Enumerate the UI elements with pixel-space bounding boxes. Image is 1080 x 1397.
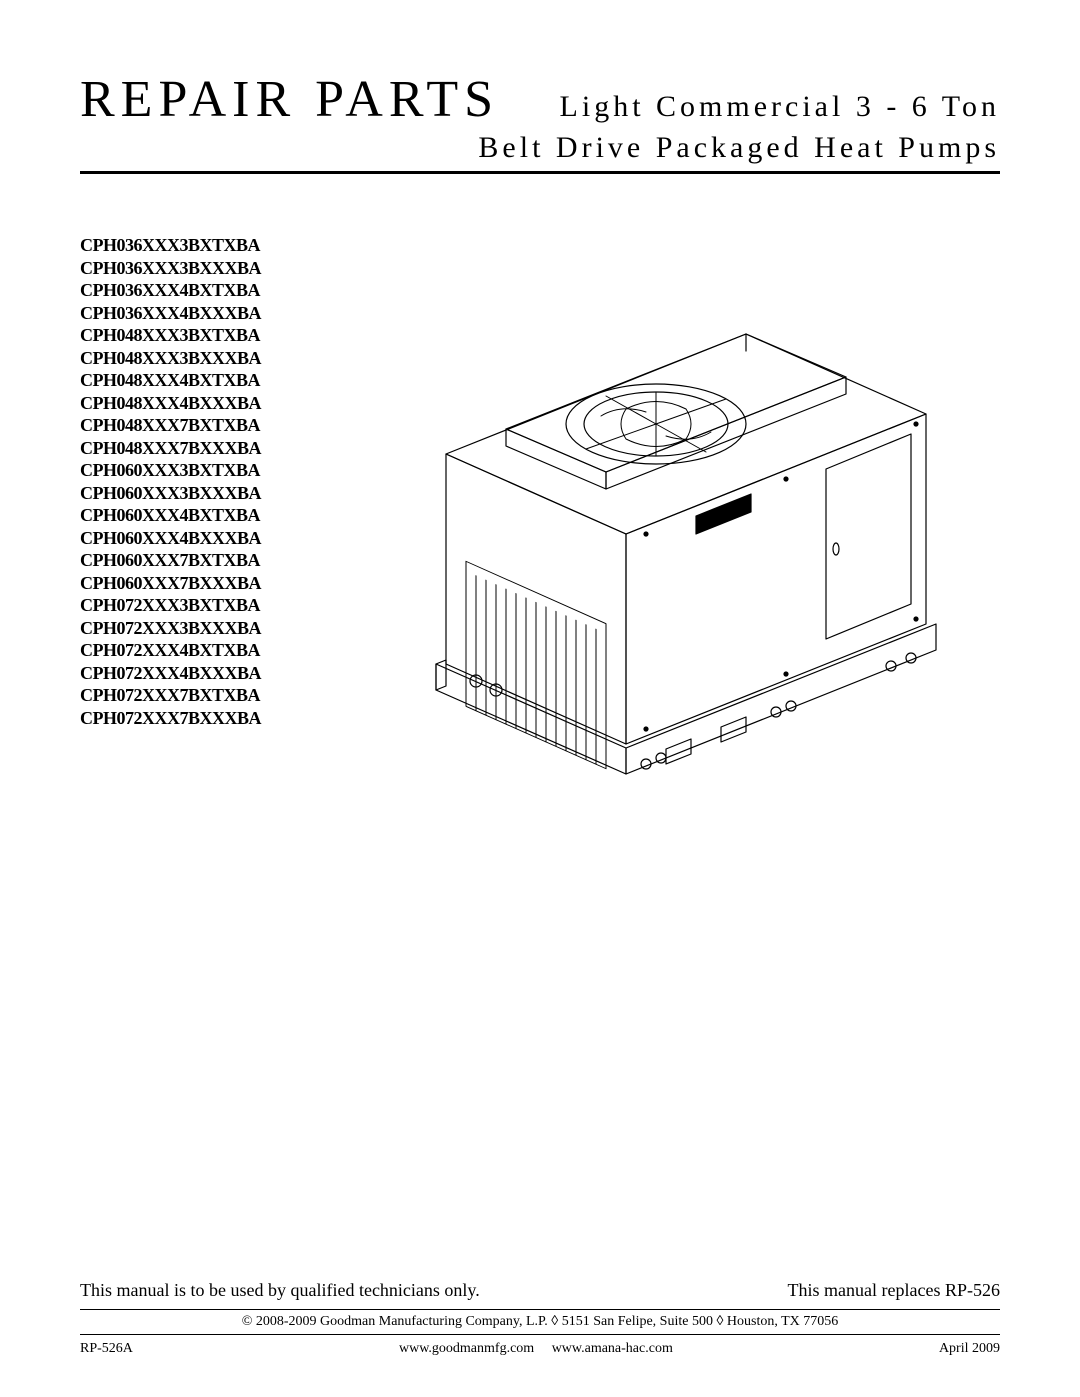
footer-urls: www.goodmanmfg.com www.amana-hac.com	[133, 1341, 939, 1357]
model-item: CPH060XXX7BXXXBA	[80, 572, 261, 595]
model-item: CPH048XXX4BXTXBA	[80, 369, 261, 392]
model-item: CPH060XXX4BXTXBA	[80, 504, 261, 527]
model-item: CPH072XXX4BXXXBA	[80, 662, 261, 685]
heat-pump-svg	[326, 274, 966, 834]
header-block: REPAIR PARTS Light Commercial 3 - 6 Ton …	[80, 70, 1000, 174]
footer-url1: www.goodmanmfg.com	[399, 1341, 534, 1356]
unit-illustration	[291, 234, 1000, 834]
model-item: CPH060XXX3BXTXBA	[80, 459, 261, 482]
model-item: CPH036XXX4BXTXBA	[80, 279, 261, 302]
qualification-row: This manual is to be used by qualified t…	[80, 1280, 1000, 1301]
model-item: CPH036XXX3BXTXBA	[80, 234, 261, 257]
model-item: CPH060XXX7BXTXBA	[80, 549, 261, 572]
model-item: CPH060XXX4BXXXBA	[80, 527, 261, 550]
footer-url2: www.amana-hac.com	[552, 1341, 673, 1356]
page: REPAIR PARTS Light Commercial 3 - 6 Ton …	[0, 0, 1080, 1397]
footer-date: April 2009	[939, 1341, 1000, 1357]
model-list: CPH036XXX3BXTXBA CPH036XXX3BXXXBA CPH036…	[80, 234, 261, 729]
model-item: CPH048XXX7BXXXBA	[80, 437, 261, 460]
model-item: CPH072XXX3BXXXBA	[80, 617, 261, 640]
model-item: CPH072XXX3BXTXBA	[80, 594, 261, 617]
model-item: CPH048XXX4BXXXBA	[80, 392, 261, 415]
footer-row: RP-526A www.goodmanmfg.com www.amana-hac…	[80, 1341, 1000, 1357]
qualified-note: This manual is to be used by qualified t…	[80, 1280, 480, 1301]
model-item: CPH072XXX4BXTXBA	[80, 639, 261, 662]
model-item: CPH036XXX4BXXXBA	[80, 302, 261, 325]
header-sub-line2: Belt Drive Packaged Heat Pumps	[80, 131, 1000, 165]
bottom-block: This manual is to be used by qualified t…	[80, 1280, 1000, 1357]
model-item: CPH072XXX7BXXXBA	[80, 707, 261, 730]
model-item: CPH048XXX3BXTXBA	[80, 324, 261, 347]
model-item: CPH048XXX7BXTXBA	[80, 414, 261, 437]
model-item: CPH048XXX3BXXXBA	[80, 347, 261, 370]
content-row: CPH036XXX3BXTXBA CPH036XXX3BXXXBA CPH036…	[80, 234, 1000, 834]
model-item: CPH060XXX3BXXXBA	[80, 482, 261, 505]
replaces-note: This manual replaces RP-526	[788, 1280, 1000, 1301]
header-row1: REPAIR PARTS Light Commercial 3 - 6 Ton	[80, 70, 1000, 129]
model-item: CPH072XXX7BXTXBA	[80, 684, 261, 707]
footer-doc-id: RP-526A	[80, 1341, 133, 1357]
model-item: CPH036XXX3BXXXBA	[80, 257, 261, 280]
main-title: REPAIR PARTS	[80, 70, 499, 129]
header-sub-line1: Light Commercial 3 - 6 Ton	[560, 90, 1000, 124]
copyright-row: © 2008-2009 Goodman Manufacturing Compan…	[80, 1309, 1000, 1335]
